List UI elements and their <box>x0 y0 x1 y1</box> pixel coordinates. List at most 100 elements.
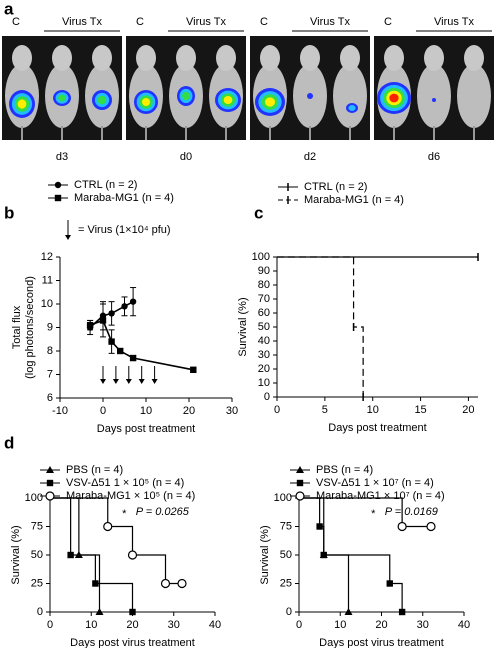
series-line <box>299 497 431 528</box>
x-tick-label: 5 <box>322 404 328 416</box>
marker <box>108 310 115 317</box>
marker <box>99 317 107 324</box>
legend-label: VSV-Δ51 1 × 10⁵ (n = 4) <box>66 477 184 489</box>
x-tick-label: 10 <box>85 619 97 631</box>
y-axis-label: (log photons/second) <box>24 276 36 379</box>
y-tick-label: 0 <box>264 391 270 403</box>
marker <box>386 580 393 587</box>
significance-star: * <box>371 508 376 520</box>
mouse-head <box>384 45 404 71</box>
marker <box>46 466 54 473</box>
y-tick-label: 10 <box>41 298 53 310</box>
x-tick-label: 20 <box>375 619 387 631</box>
y-tick-label: 6 <box>47 392 53 404</box>
y-tick-label: 50 <box>280 549 292 561</box>
day-label: d2 <box>304 151 316 163</box>
marker <box>54 181 62 189</box>
x-axis-label: Days post virus treatment <box>319 637 444 648</box>
control-label: C <box>136 16 144 28</box>
marker <box>86 321 94 329</box>
arrow-legend: = Virus (1×10⁴ pfu) <box>78 224 171 236</box>
y-tick-label: 50 <box>258 321 270 333</box>
arrow-head <box>112 379 119 384</box>
series-line <box>50 497 182 585</box>
x-tick-label: 10 <box>140 405 152 417</box>
series-line <box>89 319 194 371</box>
mouse-head <box>216 45 236 71</box>
signal <box>97 95 107 105</box>
arrow-head <box>151 379 158 384</box>
y-tick-label: 80 <box>258 279 270 291</box>
y-tick-label: 12 <box>41 251 53 263</box>
marker <box>127 550 138 560</box>
x-tick-label: 30 <box>226 405 238 417</box>
x-tick-label: 40 <box>209 619 221 631</box>
legend-label: CTRL (n = 2) <box>74 179 137 191</box>
y-tick-label: 100 <box>25 492 43 504</box>
x-tick-label: -10 <box>52 405 68 417</box>
x-tick-label: 0 <box>274 404 280 416</box>
day-label: d0 <box>180 151 192 163</box>
marker <box>160 578 171 589</box>
mouse-head <box>136 45 156 71</box>
x-tick-label: 0 <box>47 619 53 631</box>
y-axis-label: Survival (%) <box>237 297 249 356</box>
marker <box>117 347 124 355</box>
treatment-label: Virus Tx <box>310 16 350 28</box>
panel-label: d <box>4 433 14 452</box>
marker <box>190 366 197 373</box>
mouse-body <box>417 64 451 128</box>
legend-label: PBS (n = 4) <box>316 464 373 476</box>
treatment-label: Virus Tx <box>434 16 474 28</box>
marker <box>320 551 327 559</box>
y-axis-label: Survival (%) <box>10 525 22 584</box>
mouse-head <box>464 45 484 71</box>
x-tick-label: 0 <box>296 619 302 631</box>
mouse-body <box>333 64 367 128</box>
marker <box>397 521 407 532</box>
signal <box>17 99 27 109</box>
y-tick-label: 9 <box>47 321 53 333</box>
signal <box>389 93 399 103</box>
marker <box>129 608 136 616</box>
signal <box>182 91 190 101</box>
marker <box>67 551 74 559</box>
mouse-head <box>12 45 32 71</box>
y-tick-label: 60 <box>258 307 270 319</box>
day-label: d6 <box>428 151 440 163</box>
panel-label: a <box>4 0 14 18</box>
y-axis-label: Total flux <box>11 305 23 349</box>
y-axis-label: Survival (%) <box>259 525 271 584</box>
x-tick-label: 20 <box>126 619 138 631</box>
signal <box>265 97 275 107</box>
significance-star: * <box>122 508 127 520</box>
legend-label: Maraba-MG1 × 10⁵ (n = 4) <box>66 490 195 502</box>
marker <box>316 523 323 530</box>
y-tick-label: 20 <box>258 363 270 375</box>
y-tick-label: 0 <box>286 606 292 618</box>
series-line <box>277 256 364 397</box>
mouse-body <box>457 64 491 128</box>
series-line <box>50 497 134 612</box>
y-tick-label: 75 <box>31 520 43 532</box>
control-label: C <box>260 16 268 28</box>
marker <box>95 608 104 615</box>
signal <box>307 93 313 99</box>
treatment-label: Virus Tx <box>62 16 102 28</box>
control-label: C <box>12 16 20 28</box>
x-tick-label: 0 <box>100 405 106 417</box>
control-label: C <box>384 16 392 28</box>
legend-label: Maraba-MG1 (n = 4) <box>304 194 404 206</box>
day-label: d3 <box>56 151 68 163</box>
marker <box>54 194 62 202</box>
x-axis-label: Days post virus treatment <box>70 637 195 648</box>
legend-label: PBS (n = 4) <box>66 464 123 476</box>
panel-label: b <box>4 203 14 222</box>
marker <box>121 303 128 310</box>
y-tick-label: 11 <box>42 274 53 286</box>
x-tick-label: 20 <box>183 405 195 417</box>
marker <box>426 521 436 532</box>
mouse-head <box>92 45 112 71</box>
mouse-head <box>340 45 360 71</box>
p-value: P = 0.0265 <box>136 506 190 518</box>
